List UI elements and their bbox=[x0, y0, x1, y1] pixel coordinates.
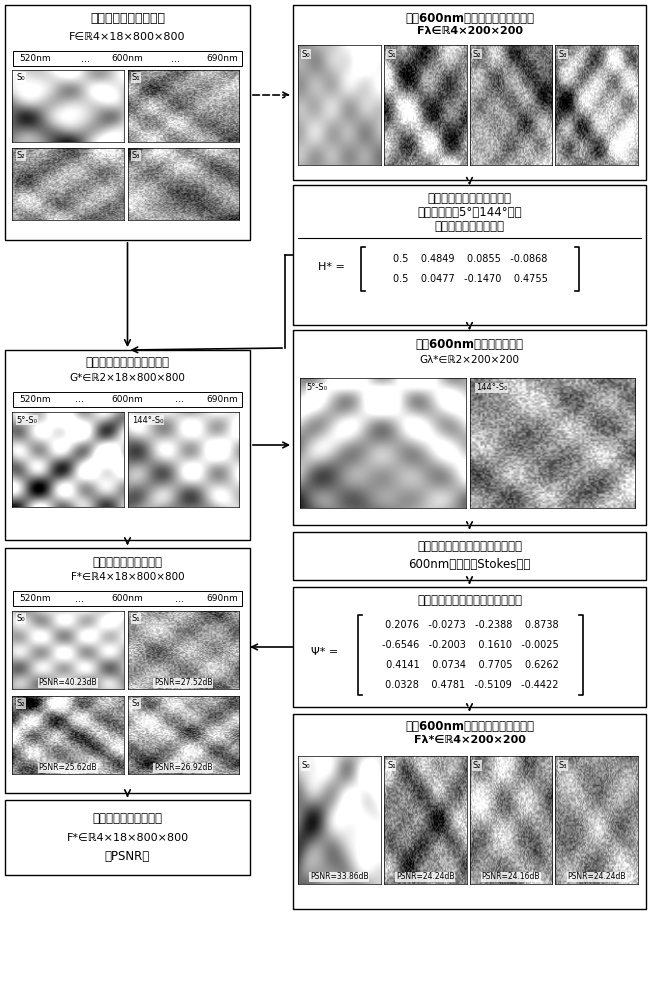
Text: ...: ... bbox=[176, 593, 185, 603]
Text: 的PSNR值: 的PSNR值 bbox=[105, 850, 150, 862]
FancyBboxPatch shape bbox=[13, 392, 242, 407]
Text: 重构高光谱全偏振图像: 重构高光谱全偏振图像 bbox=[92, 556, 162, 568]
Text: 0.4141    0.0734    0.7705    0.6262: 0.4141 0.0734 0.7705 0.6262 bbox=[383, 660, 558, 670]
Text: ...: ... bbox=[176, 394, 185, 404]
Text: Gλ*∈ℝ2×200×200: Gλ*∈ℝ2×200×200 bbox=[419, 355, 519, 365]
Text: 600nm: 600nm bbox=[112, 395, 144, 404]
Text: 0.5    0.0477   -0.1470    0.4755: 0.5 0.0477 -0.1470 0.4755 bbox=[393, 274, 547, 284]
Text: Ψ* =: Ψ* = bbox=[311, 647, 338, 657]
Text: Fλ∈ℝ4×200×200: Fλ∈ℝ4×200×200 bbox=[417, 26, 523, 36]
Text: PSNR=24.24dB: PSNR=24.24dB bbox=[396, 872, 454, 881]
FancyBboxPatch shape bbox=[5, 5, 250, 240]
Text: 5°-S₀: 5°-S₀ bbox=[307, 383, 328, 392]
Text: 已知600nm波段的全偏振局部图像: 已知600nm波段的全偏振局部图像 bbox=[405, 11, 534, 24]
Text: S₂: S₂ bbox=[473, 50, 481, 59]
Text: S₂: S₂ bbox=[16, 699, 25, 708]
FancyBboxPatch shape bbox=[293, 532, 646, 580]
Text: 520nm: 520nm bbox=[20, 395, 51, 404]
Text: 偏振调制：四分之一波片快: 偏振调制：四分之一波片快 bbox=[428, 192, 512, 205]
Text: 重构600nm波段的全偏振局部图像: 重构600nm波段的全偏振局部图像 bbox=[405, 720, 534, 734]
Text: -0.6546   -0.2003    0.1610   -0.0025: -0.6546 -0.2003 0.1610 -0.0025 bbox=[382, 640, 559, 650]
Text: 偏振片透光轴始终水平: 偏振片透光轴始终水平 bbox=[434, 220, 504, 232]
Text: F*∈ℝ4×18×800×800: F*∈ℝ4×18×800×800 bbox=[66, 833, 188, 843]
Text: PSNR=24.16dB: PSNR=24.16dB bbox=[482, 872, 540, 881]
Text: 轴角度依次为5°和144°，线: 轴角度依次为5°和144°，线 bbox=[417, 206, 522, 219]
Text: S₃: S₃ bbox=[132, 151, 140, 160]
Text: 0.0328    0.4781   -0.5109   -0.4422: 0.0328 0.4781 -0.5109 -0.4422 bbox=[382, 680, 559, 690]
Text: 690nm: 690nm bbox=[206, 594, 238, 603]
Text: 600nm: 600nm bbox=[112, 54, 144, 63]
FancyBboxPatch shape bbox=[293, 330, 646, 525]
Text: 重构高光谱全偏振图像: 重构高光谱全偏振图像 bbox=[92, 812, 162, 824]
FancyBboxPatch shape bbox=[293, 185, 646, 325]
Text: S₁: S₁ bbox=[387, 50, 396, 59]
FancyBboxPatch shape bbox=[5, 548, 250, 793]
FancyBboxPatch shape bbox=[293, 587, 646, 707]
Text: 0.2076   -0.0273   -0.2388    0.8738: 0.2076 -0.0273 -0.2388 0.8738 bbox=[382, 620, 559, 630]
Text: S₃: S₃ bbox=[558, 761, 567, 770]
Text: 获得600nm全偏振压缩图像: 获得600nm全偏振压缩图像 bbox=[415, 338, 523, 352]
Text: S₃: S₃ bbox=[132, 699, 140, 708]
Text: S₂: S₂ bbox=[473, 761, 481, 770]
Text: F∈ℝ4×18×800×800: F∈ℝ4×18×800×800 bbox=[70, 32, 186, 42]
Text: ...: ... bbox=[170, 53, 179, 64]
Text: S₀: S₀ bbox=[302, 761, 310, 770]
Text: 144°-S₀: 144°-S₀ bbox=[132, 416, 163, 425]
Text: 获得高光谱全偏振压缩图像: 获得高光谱全偏振压缩图像 bbox=[86, 357, 170, 369]
Text: F*∈ℝ4×18×800×800: F*∈ℝ4×18×800×800 bbox=[71, 572, 185, 582]
Text: ...: ... bbox=[81, 53, 90, 64]
Text: PSNR=33.86dB: PSNR=33.86dB bbox=[310, 872, 369, 881]
Text: 获得该组偏振调制的偏振维稀疏基: 获得该组偏振调制的偏振维稀疏基 bbox=[417, 594, 522, 607]
Text: S₀: S₀ bbox=[302, 50, 310, 59]
FancyBboxPatch shape bbox=[5, 800, 250, 875]
Text: S₂: S₂ bbox=[16, 151, 25, 160]
Text: ...: ... bbox=[75, 593, 84, 603]
FancyBboxPatch shape bbox=[293, 714, 646, 909]
Text: PSNR=24.24dB: PSNR=24.24dB bbox=[567, 872, 626, 881]
Text: 144°-S₀: 144°-S₀ bbox=[476, 383, 508, 392]
Text: PSNR=27.52dB: PSNR=27.52dB bbox=[154, 678, 213, 687]
Text: ...: ... bbox=[75, 394, 84, 404]
Text: G*∈ℝ2×18×800×800: G*∈ℝ2×18×800×800 bbox=[70, 373, 185, 383]
FancyBboxPatch shape bbox=[13, 591, 242, 606]
Text: S₁: S₁ bbox=[387, 761, 396, 770]
Text: 0.5    0.4849    0.0855   -0.0868: 0.5 0.4849 0.0855 -0.0868 bbox=[393, 254, 547, 264]
Text: 690nm: 690nm bbox=[206, 54, 238, 63]
Text: 520nm: 520nm bbox=[20, 594, 51, 603]
Text: 690nm: 690nm bbox=[206, 395, 238, 404]
Text: PSNR=26.92dB: PSNR=26.92dB bbox=[154, 763, 213, 772]
Text: S₀: S₀ bbox=[16, 614, 25, 623]
Text: 待测高光谱全偏振图像: 待测高光谱全偏振图像 bbox=[90, 12, 165, 25]
Text: 粒子群算法迭代优化稀疏基并重构: 粒子群算法迭代优化稀疏基并重构 bbox=[417, 540, 522, 552]
Text: PSNR=40.23dB: PSNR=40.23dB bbox=[38, 678, 97, 687]
Text: Fλ*∈ℝ4×200×200: Fλ*∈ℝ4×200×200 bbox=[413, 735, 525, 745]
Text: 600nm: 600nm bbox=[112, 594, 144, 603]
Text: PSNR=25.62dB: PSNR=25.62dB bbox=[38, 763, 97, 772]
Text: H* =: H* = bbox=[318, 262, 345, 272]
Text: S₁: S₁ bbox=[132, 73, 140, 82]
Text: 5°-S₀: 5°-S₀ bbox=[16, 416, 38, 425]
Text: 520nm: 520nm bbox=[20, 54, 51, 63]
Text: S₁: S₁ bbox=[132, 614, 140, 623]
Text: S₃: S₃ bbox=[558, 50, 567, 59]
FancyBboxPatch shape bbox=[13, 51, 242, 66]
FancyBboxPatch shape bbox=[293, 5, 646, 180]
FancyBboxPatch shape bbox=[5, 350, 250, 540]
Text: 600nm局部图像Stokes参量: 600nm局部图像Stokes参量 bbox=[408, 558, 530, 570]
Text: S₀: S₀ bbox=[16, 73, 25, 82]
